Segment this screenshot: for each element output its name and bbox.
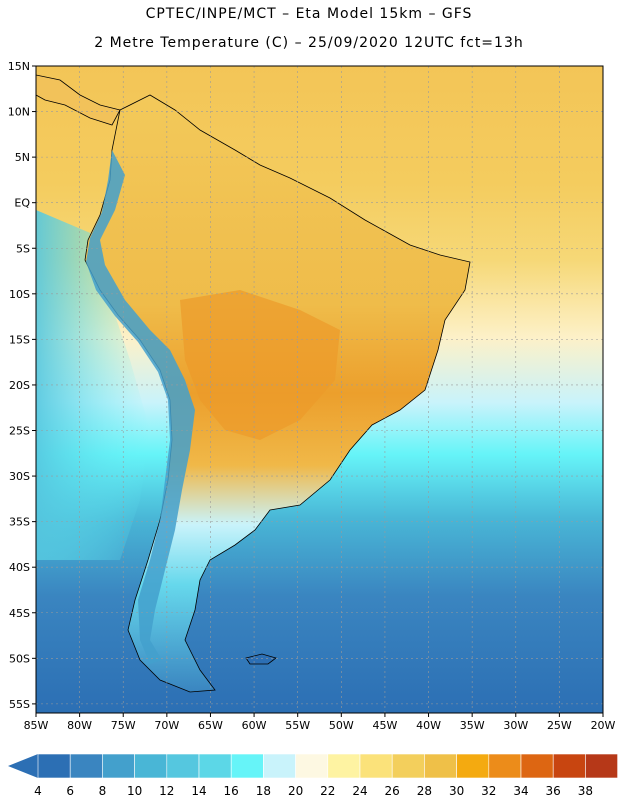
lon-tick-label: 50W — [329, 719, 354, 732]
colorbar-swatch — [359, 753, 393, 779]
lon-tick-label: 55W — [285, 719, 310, 732]
lon-tick-label: 40W — [416, 719, 441, 732]
colorbar-swatch — [327, 753, 361, 779]
colorbar-label: 4 — [34, 784, 42, 798]
colorbar-swatch — [102, 753, 135, 779]
lon-tick-label: 60W — [242, 719, 267, 732]
temperature-field — [36, 66, 603, 713]
lat-tick-label: 10N — [8, 106, 30, 119]
lat-tick-label: 10S — [9, 288, 30, 301]
lon-tick-label: 80W — [67, 719, 92, 732]
colorbar-label: 24 — [352, 784, 367, 798]
lon-tick-label: 25W — [547, 719, 572, 732]
colorbar-swatch — [520, 753, 554, 779]
colorbar-swatch — [198, 753, 232, 779]
lon-tick-label: 85W — [24, 719, 49, 732]
longitude-axis: 85W 80W 75W 70W 65W 60W 55W 50W 45W 40W 35W 30W 25W 2… — [24, 713, 616, 732]
colorbar-swatch — [424, 753, 457, 779]
lat-tick-label: 50S — [9, 652, 30, 665]
lon-tick-label: 20W — [591, 719, 616, 732]
colorbar-swatch — [166, 753, 200, 779]
colorbar-label: 36 — [546, 784, 561, 798]
lat-tick-label: 20S — [9, 379, 30, 392]
colorbar-label: 12 — [159, 784, 174, 798]
colorbar-label: 34 — [513, 784, 528, 798]
colorbar-label: 14 — [191, 784, 206, 798]
colorbar-swatch — [456, 753, 490, 779]
colorbar-swatch — [488, 753, 522, 779]
lat-tick-label: 30S — [9, 470, 30, 483]
lon-tick-label: 30W — [503, 719, 528, 732]
lon-tick-label: 45W — [372, 719, 397, 732]
map-title-line-2: 2 Metre Temperature (C) – 25/09/2020 12U… — [94, 35, 524, 51]
colorbar-swatch — [552, 753, 586, 779]
colorbar-label: 30 — [449, 784, 464, 798]
hot-zone-central — [180, 290, 340, 440]
map-frame — [35, 65, 604, 714]
lon-tick-label: 65W — [198, 719, 223, 732]
lat-tick-label: 55S — [9, 698, 30, 711]
colorbar-label: 18 — [256, 784, 271, 798]
lat-tick-label: 45S — [9, 607, 30, 620]
colorbar: 4 6 8 10 12 14 16 18 20 22 24 26 28 30 32 34 36 38 — [8, 753, 618, 798]
falkland-islands — [245, 653, 277, 665]
colorbar-swatch — [134, 753, 168, 779]
lat-tick-label: 25S — [9, 425, 30, 438]
colorbar-label: 26 — [385, 784, 400, 798]
andes-cool-ridge — [86, 150, 195, 664]
colorbar-label: 28 — [417, 784, 432, 798]
colorbar-swatch — [263, 753, 296, 779]
colorbar-swatch — [37, 753, 71, 779]
colorbar-label: 10 — [127, 784, 142, 798]
colorbar-label: 16 — [224, 784, 239, 798]
lat-tick-label: 35S — [9, 516, 30, 529]
lon-tick-label: 35W — [460, 719, 485, 732]
colorbar-label: 8 — [99, 784, 107, 798]
lat-tick-label: 5S — [16, 242, 30, 255]
lon-tick-label: 70W — [154, 719, 179, 732]
colorbar-swatch — [391, 753, 425, 779]
latitude-axis: 15N 10N 5N EQ 5S 10S 15S 20S 25S 30S 35S 40S 45S 50S 5… — [8, 60, 36, 711]
lat-tick-label: 40S — [9, 561, 30, 574]
lat-tick-label: EQ — [14, 197, 30, 210]
colorbar-swatch — [585, 753, 618, 779]
central-america — [36, 74, 121, 126]
lon-tick-label: 75W — [111, 719, 136, 732]
lat-tick-label: 15N — [8, 60, 30, 73]
colorbar-label: 32 — [481, 784, 496, 798]
colorbar-swatch — [230, 753, 264, 779]
colorbar-label: 22 — [320, 784, 335, 798]
map-title-line-1: CPTEC/INPE/MCT – Eta Model 15km – GFS — [145, 6, 473, 22]
colorbar-label: 38 — [578, 784, 593, 798]
colorbar-swatch — [295, 753, 329, 779]
lat-tick-label: 5N — [15, 151, 30, 164]
colorbar-swatch — [69, 753, 103, 779]
colorbar-label: 20 — [288, 784, 303, 798]
colorbar-label: 6 — [66, 784, 74, 798]
lat-tick-label: 15S — [9, 333, 30, 346]
colorbar-low-arrow — [8, 754, 38, 778]
